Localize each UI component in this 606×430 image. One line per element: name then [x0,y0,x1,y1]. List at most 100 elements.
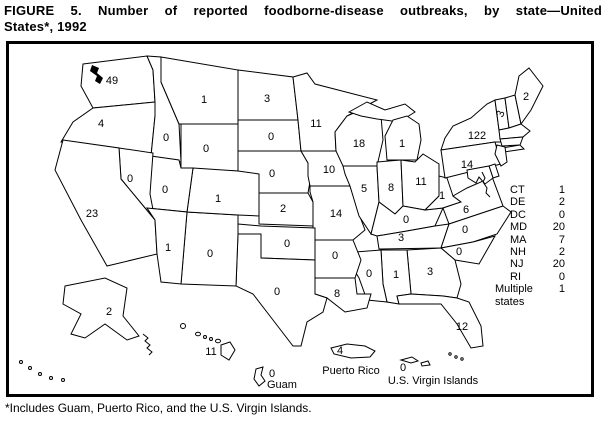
state-value-tn: 3 [398,232,404,244]
state-value-ak: 2 [106,306,112,318]
state-value-vt: 3 [494,109,507,119]
state-hi-island [203,335,207,339]
state-value-mi: 1 [399,138,405,150]
legend-row-ma: MA 7 [495,234,565,246]
state-value-tx: 0 [274,286,280,298]
state-value-la: 8 [334,288,340,300]
figure-title: FIGURE 5. Number of reported foodborne-d… [4,3,602,35]
state-value-oh: 11 [415,176,426,188]
state-value-va: 6 [463,204,469,216]
state-value-sd: 0 [268,131,274,143]
state-value-pa: 14 [461,159,473,171]
state-value-ia: 10 [323,164,335,176]
florida-keys-icon [448,352,452,356]
aleutian-island-icon [38,372,42,376]
state-shapes [19,55,544,387]
state-value-ca: 23 [86,208,98,220]
state-md [466,165,494,185]
state-value-wi: 18 [353,138,365,150]
legend-state-label: RI [510,270,521,283]
state-value-ga: 3 [427,266,433,278]
legend-state-value: 2 [558,246,565,259]
legend-state-label: CT [510,184,525,196]
state-co [186,167,260,217]
legend-state-value: 20 [552,221,565,234]
state-value-ar: 0 [332,250,338,262]
puget-sound-icon [90,65,103,84]
florida-keys-icon [460,357,464,361]
state-fl [396,293,484,349]
state-value-mn: 11 [310,118,321,130]
legend-state-value: 0 [558,208,565,221]
legend-state-value: 2 [558,196,565,209]
state-hi-island [215,338,221,344]
small-states-legend: CT 1 DE 2 DC 0 MD 20 MA 7 NH 2 NJ 20 RI 0 Multiple state… [495,184,565,308]
florida-keys-icon [454,355,458,359]
legend-state-label: NJ [510,258,524,271]
legend-row-dc: DC 0 [495,209,565,221]
aleutian-island-icon [28,366,32,370]
state-value-ut: 0 [162,184,168,196]
aleutian-island-icon [19,360,23,364]
legend-row-nh: NH 2 [495,246,565,258]
chesapeake-bay-icon [481,171,491,198]
legend-state-value: 1 [558,184,565,196]
ak-southeast-islands-icon [142,333,153,356]
state-ak [62,277,140,341]
state-value-nv: 0 [127,173,133,185]
state-value-me: 2 [523,91,529,103]
territory-puerto-rico [330,343,376,359]
legend-state-label: DE [510,196,526,209]
legend-row-ri: RI 0 [495,271,565,283]
state-value-ok: 0 [284,238,290,250]
state-hi-big-island [220,341,236,361]
legend-row-nj: NJ 20 [495,258,565,270]
state-value-ms: 0 [366,268,372,280]
state-hi-island [209,337,213,341]
state-value-mo: 14 [330,208,342,220]
state-value-ks: 2 [280,203,286,215]
territory-usvi [420,360,431,367]
aleutian-island-icon [61,378,65,382]
footnote: *Includes Guam, Puerto Rico, and the U.S… [5,401,312,415]
state-value-in: 8 [388,182,394,194]
state-hi-island [195,331,201,337]
territory-label-guam: Guam [267,379,297,391]
legend-state-value: 20 [552,258,565,271]
state-hi-island [180,323,186,329]
state-value-mt: 1 [201,94,207,106]
state-ny [440,99,502,151]
state-value-nc: 0 [462,224,468,236]
legend-state-label: MD [510,221,528,234]
state-mi-upper-peninsula [347,101,416,123]
figure-title-line1: FIGURE 5. Number of reported foodborne-d… [4,3,602,18]
state-mi [384,115,422,161]
territory-label-puerto-rico: Puerto Rico [322,365,379,377]
legend-state-label: NH [510,246,526,259]
legend-state-label: MA [510,233,527,246]
state-value-id: 0 [163,132,169,144]
state-value-wa: 49 [106,75,118,87]
us-map-figure: 49 4 23 0 0 1 0 0 1 0 1 3 0 0 2 0 0 11 10 14 0 8 18 5 1 8 11 0 3 0 1 3 1… [6,41,594,397]
state-value-co: 1 [215,193,221,205]
state-value-wv: 1 [439,190,445,202]
state-nj [494,144,508,167]
state-value-sc: 0 [456,246,462,258]
territory-value-u-s-virgin-islands: 0 [400,362,406,374]
state-value-nm: 0 [207,248,213,260]
state-value-ne: 0 [269,168,275,180]
state-value-nd: 3 [264,93,270,105]
state-value-ny: 122 [468,130,486,142]
legend-row-de: DE 2 [495,196,565,208]
aleutian-island-icon [49,376,53,380]
territory-usvi [399,356,420,364]
territory-value-guam: 0 [269,368,275,380]
state-value-or: 4 [98,118,104,130]
state-value-il: 5 [361,183,367,195]
legend-row-ct: CT 1 [495,184,565,196]
legend-row-multiple: Multiple states 1 [495,283,565,308]
territory-value-puerto-rico: 4 [337,345,343,357]
